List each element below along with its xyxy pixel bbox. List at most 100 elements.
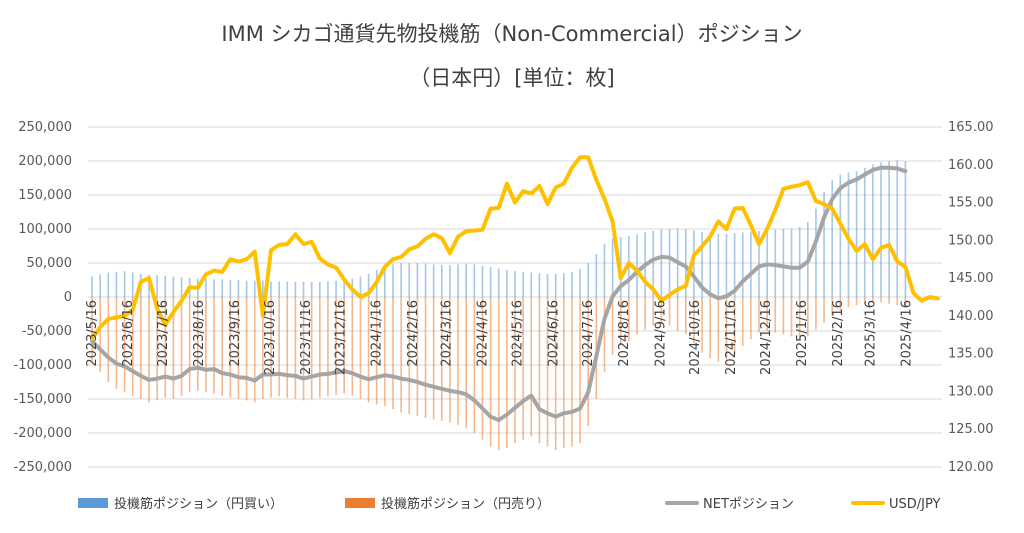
bar bbox=[343, 280, 346, 297]
bar bbox=[205, 297, 207, 393]
right-tick-label: 150.00 bbox=[948, 233, 994, 248]
bar bbox=[717, 233, 720, 297]
legend-swatch bbox=[345, 498, 375, 508]
bar bbox=[196, 297, 199, 391]
bar bbox=[562, 297, 565, 448]
bar bbox=[741, 297, 744, 346]
bar bbox=[213, 297, 215, 394]
bar bbox=[782, 229, 785, 297]
x-tick-label: 2023/7/16 bbox=[156, 300, 171, 367]
right-tick-label: 155.00 bbox=[948, 196, 994, 211]
bar bbox=[213, 279, 215, 297]
bar bbox=[302, 297, 305, 401]
bar bbox=[497, 268, 500, 297]
bar bbox=[489, 297, 492, 447]
left-tick-label: 150,000 bbox=[18, 188, 72, 203]
bar bbox=[693, 230, 695, 297]
bar bbox=[693, 297, 695, 344]
right-axis-ticks: 165.00 160.00 155.00 150.00 145.00 140.00 135.… bbox=[948, 120, 994, 475]
bar bbox=[335, 297, 337, 395]
bar bbox=[839, 174, 842, 297]
left-tick-label: 250,000 bbox=[18, 120, 72, 135]
bar bbox=[831, 297, 834, 317]
bar bbox=[514, 297, 516, 444]
bar bbox=[172, 276, 175, 297]
bar bbox=[514, 271, 516, 297]
x-tick-label: 2023/6/16 bbox=[121, 300, 136, 367]
bar bbox=[253, 297, 256, 403]
bar bbox=[709, 297, 712, 359]
bar bbox=[457, 297, 459, 425]
bar bbox=[750, 231, 752, 297]
bar bbox=[863, 297, 866, 304]
left-tick-label: -50,000 bbox=[22, 324, 72, 339]
bar bbox=[229, 297, 232, 398]
x-tick-label: 2023/8/16 bbox=[192, 300, 207, 367]
bar bbox=[603, 243, 606, 297]
bar bbox=[131, 297, 134, 396]
x-tick-label: 2025/4/16 bbox=[900, 300, 915, 367]
bar bbox=[562, 273, 565, 297]
x-tick-label: 2024/1/16 bbox=[370, 300, 385, 367]
bar bbox=[481, 265, 484, 297]
x-tick-label: 2024/5/16 bbox=[510, 300, 525, 367]
bar bbox=[611, 297, 614, 355]
bar bbox=[302, 282, 305, 297]
bar bbox=[148, 297, 150, 403]
bar bbox=[725, 297, 728, 360]
bar bbox=[392, 297, 394, 410]
bar bbox=[164, 297, 167, 398]
bar bbox=[91, 297, 93, 362]
bar bbox=[449, 297, 451, 423]
bar bbox=[172, 297, 175, 399]
bar bbox=[855, 171, 858, 297]
bar bbox=[286, 281, 289, 297]
line-series bbox=[90, 155, 940, 423]
bar bbox=[310, 297, 313, 399]
bar bbox=[896, 297, 899, 306]
x-axis-ticks: 2023/5/16 2023/6/16 2023/7/16 2023/8/16 2023… bbox=[85, 300, 914, 375]
bar bbox=[522, 297, 524, 440]
bar bbox=[416, 263, 419, 297]
bar bbox=[367, 273, 370, 297]
chart-subtitle: （日本円）[単位：枚] bbox=[409, 66, 615, 90]
bar bbox=[823, 191, 825, 297]
bar bbox=[554, 273, 557, 297]
bar bbox=[701, 297, 703, 353]
x-tick-label: 2024/8/16 bbox=[617, 300, 632, 367]
bar bbox=[823, 297, 825, 323]
bar bbox=[798, 226, 801, 297]
bar bbox=[473, 297, 476, 433]
bar bbox=[481, 297, 484, 440]
bar bbox=[628, 297, 630, 342]
bar bbox=[432, 264, 435, 297]
bar bbox=[392, 264, 394, 297]
bar bbox=[424, 297, 427, 419]
bar bbox=[278, 297, 280, 397]
bar bbox=[750, 297, 752, 340]
bar bbox=[595, 254, 598, 297]
bar bbox=[278, 281, 280, 297]
bar bbox=[440, 265, 443, 297]
bar bbox=[872, 297, 874, 303]
x-tick-label: 2024/9/16 bbox=[653, 300, 668, 367]
bar bbox=[156, 297, 158, 401]
bar bbox=[310, 282, 313, 297]
bar bbox=[107, 272, 110, 297]
bar bbox=[359, 276, 362, 297]
bar bbox=[131, 272, 134, 297]
bar bbox=[790, 228, 793, 297]
left-tick-label: 100,000 bbox=[18, 222, 72, 237]
bar bbox=[579, 269, 581, 297]
bar bbox=[367, 297, 370, 403]
bar bbox=[318, 282, 321, 297]
bar bbox=[530, 272, 533, 297]
bar bbox=[546, 297, 549, 447]
legend: 投機筋ポジション（円買い） 投機筋ポジション（円売り） NETポジション USD/JP… bbox=[78, 496, 941, 512]
bar bbox=[253, 280, 256, 297]
bar bbox=[855, 297, 858, 306]
bar bbox=[904, 297, 907, 308]
x-tick-label: 2023/10/16 bbox=[263, 300, 278, 375]
x-tick-label: 2024/4/16 bbox=[475, 300, 490, 367]
bar bbox=[473, 264, 476, 297]
